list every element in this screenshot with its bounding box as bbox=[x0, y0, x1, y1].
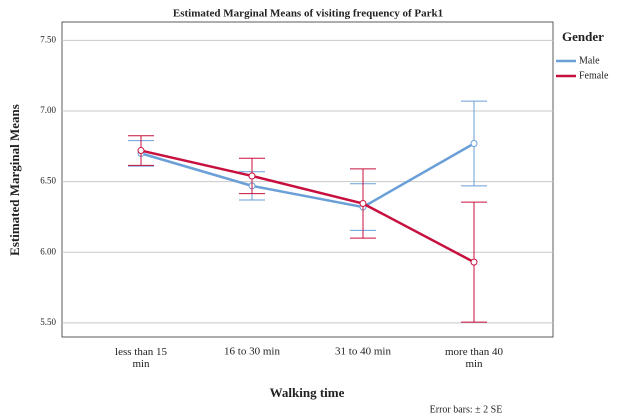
y-tick-label: 5.50 bbox=[40, 317, 56, 327]
plot-frame bbox=[61, 21, 554, 338]
legend-title: Gender bbox=[562, 29, 604, 44]
y-tick-label: 7.50 bbox=[40, 34, 56, 44]
x-tick-label: more than 40 min bbox=[445, 346, 504, 370]
point bbox=[470, 139, 478, 147]
point bbox=[248, 172, 256, 180]
point bbox=[137, 147, 145, 155]
series-line bbox=[140, 142, 475, 209]
footnote: Error bars: ± 2 SE bbox=[430, 404, 503, 415]
y-axis-label: Estimated Marginal Means bbox=[7, 104, 22, 256]
point bbox=[470, 258, 478, 266]
point bbox=[359, 200, 367, 208]
x-tick-label: 31 to 40 min bbox=[335, 346, 391, 358]
y-tick-label: 7.00 bbox=[40, 105, 56, 115]
legend-label: Male bbox=[579, 55, 600, 66]
y-tick-label: 6.00 bbox=[40, 246, 56, 256]
x-axis-label: Walking time bbox=[270, 385, 345, 400]
x-tick-label: 16 to 30 min bbox=[224, 346, 280, 358]
series-line bbox=[140, 149, 475, 264]
x-tick-label: less than 15 min bbox=[115, 346, 167, 370]
chart-title: Estimated Marginal Means of visiting fre… bbox=[173, 8, 443, 20]
y-tick-label: 6.50 bbox=[40, 176, 56, 186]
legend-label: Female bbox=[579, 70, 609, 81]
